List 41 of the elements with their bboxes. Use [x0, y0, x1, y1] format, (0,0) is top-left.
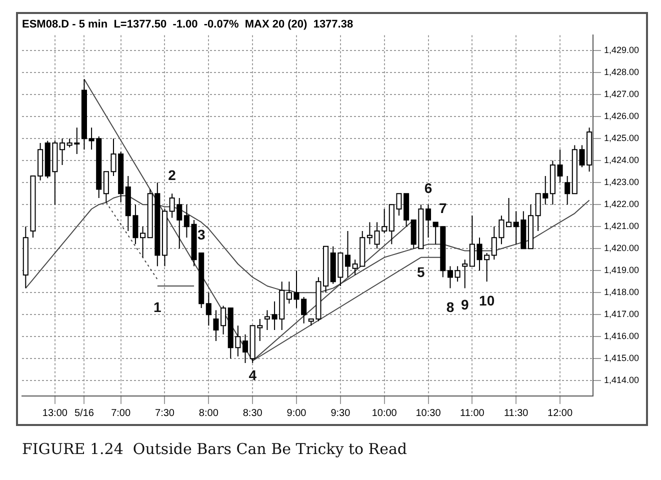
y-tick-label: 1,426.00	[604, 111, 640, 122]
y-tick-label: 1,418.00	[604, 287, 640, 298]
annotation: 8	[446, 298, 454, 315]
x-tick-label: 10:30	[416, 408, 442, 419]
annotation: 3	[197, 226, 206, 242]
y-tick-label: 1,427.00	[604, 89, 640, 100]
annotation: 10	[479, 292, 495, 308]
y-tick-label: 1,417.00	[604, 309, 640, 320]
y-tick-label: 1,414.00	[604, 375, 640, 386]
x-tick-label: 9:30	[330, 408, 351, 419]
annotation: 5	[417, 264, 426, 280]
x-tick-label: 10:00	[372, 408, 398, 419]
x-tick-label: 8:00	[198, 408, 219, 419]
annotation: 1	[154, 298, 162, 315]
y-tick-label: 1,416.00	[604, 331, 640, 342]
annotation: 2	[168, 166, 176, 183]
x-tick-label: 11:00	[460, 408, 485, 419]
y-tick-label: 1,415.00	[604, 353, 640, 364]
x-tick-label: 13:00	[42, 408, 68, 419]
x-tick-label: 7:00	[111, 408, 131, 419]
y-tick-label: 1,421.00	[604, 221, 640, 232]
x-tick-label: 7:30	[155, 408, 175, 419]
y-tick-label: 1,424.00	[604, 155, 640, 166]
annotation: 6	[424, 180, 432, 196]
y-tick-label: 1,428.00	[604, 67, 640, 78]
y-tick-label: 1,425.00	[604, 133, 640, 144]
y-tick-label: 1,420.00	[604, 243, 640, 254]
annotation: 4	[248, 367, 257, 384]
y-tick-label: 1,419.00	[604, 265, 640, 276]
x-tick-label: 9:00	[286, 408, 307, 419]
y-tick-label: 1,423.00	[604, 177, 640, 188]
text: FIGURE 1.24 Outside Bars Can Be Tricky to Read	[22, 440, 407, 458]
chart-subtitle: ESM08.D - 5 min L=1377.50 -1.00 -0.07% MAX 20 (20) 1377.38	[22, 18, 354, 31]
y-tick-label: 1,422.00	[604, 199, 640, 210]
x-tick-label: 8:30	[242, 408, 263, 419]
x-tick-label: 12:00	[548, 408, 573, 419]
annotation: 9	[460, 296, 469, 313]
y-tick-label: 1,429.00	[604, 45, 640, 56]
x-tick-label: 5/16	[74, 408, 94, 419]
x-tick-label: 11:30	[504, 408, 529, 419]
annotation: 7	[439, 200, 448, 216]
